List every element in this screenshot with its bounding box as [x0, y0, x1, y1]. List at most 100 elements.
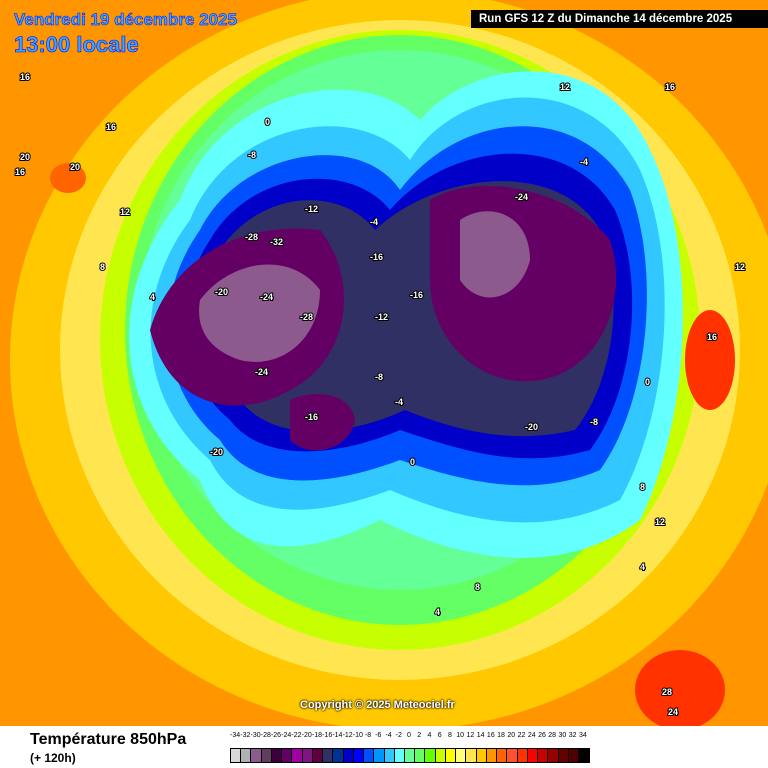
legend-swatch [231, 749, 242, 762]
legend-tick: -24 [281, 732, 292, 739]
legend-tick: 28 [548, 732, 557, 739]
legend-tick: 6 [437, 732, 442, 739]
legend-swatch [343, 749, 354, 762]
legend-swatch [374, 749, 385, 762]
legend-tick: 24 [527, 732, 536, 739]
contour-label: 16 [707, 332, 717, 342]
legend-swatch [404, 749, 416, 762]
contour-label: -24 [255, 367, 268, 377]
map-title: Température 850hPa [30, 731, 187, 748]
legend-swatch [364, 749, 375, 762]
legend-swatch [517, 749, 528, 762]
legend-swatch [241, 749, 252, 762]
legend-swatch [445, 749, 457, 762]
legend-tick: 22 [517, 732, 526, 739]
legend-swatch [271, 749, 283, 762]
legend-swatch [476, 749, 487, 762]
legend-tick: -28 [260, 732, 271, 739]
legend-bar [230, 748, 590, 763]
legend-swatch [527, 749, 539, 762]
legend-tick: 10 [456, 732, 465, 739]
contour-label: -20 [215, 287, 228, 297]
legend-swatch [384, 749, 395, 762]
contour-label: -8 [375, 372, 383, 382]
contour-label: -16 [370, 252, 383, 262]
contour-label: 4 [640, 562, 645, 572]
contour-label: -4 [395, 397, 403, 407]
contour-label: -24 [515, 192, 528, 202]
contour-label: 0 [410, 457, 415, 467]
legend-tick: 12 [466, 732, 475, 739]
legend-swatch [302, 749, 313, 762]
contour-label: 4 [435, 607, 440, 617]
legend-swatch [333, 749, 344, 762]
legend-tick: -34 [230, 732, 241, 739]
contour-label: 20 [20, 152, 30, 162]
legend-swatch [578, 749, 590, 762]
contour-label: 12 [655, 517, 665, 527]
contour-labels: 16 16 16 20 12 8 4 0 -4 -8 -12 -16 -20 -24 -28 -32 -28 -2… [14, 71, 746, 718]
legend-tick: -16 [322, 732, 333, 739]
legend-swatch [415, 749, 426, 762]
legend-swatch [435, 749, 446, 762]
legend-tick: -32 [240, 732, 251, 739]
contour-label: 12 [120, 207, 130, 217]
forecast-step: (+ 120h) [30, 751, 76, 765]
legend-swatch [394, 749, 405, 762]
legend-swatch [282, 749, 293, 762]
legend-tick: -4 [385, 732, 392, 739]
legend-swatch [456, 749, 467, 762]
contour-label: 16 [665, 82, 675, 92]
legend-tick: 30 [558, 732, 567, 739]
contour-label: 12 [735, 262, 745, 272]
legend-tick: 2 [417, 732, 422, 739]
contour-label: 8 [475, 582, 480, 592]
valid-date: Vendredi 19 décembre 2025 [14, 10, 238, 30]
legend-swatch [466, 749, 477, 762]
valid-time: 13:00 locale [14, 32, 139, 58]
color-legend: -34 -32 -30 -28 -26 -24 -22 -20 -18 -16 -14 -12 -10-… [224, 732, 768, 763]
legend-swatch [353, 749, 365, 762]
contour-label: -16 [410, 290, 423, 300]
legend-tick: 0 [407, 732, 411, 739]
legend-swatch [323, 749, 334, 762]
legend-tick: -12 [342, 732, 353, 739]
legend-swatch [425, 749, 436, 762]
legend-swatch [548, 749, 559, 762]
legend-swatch [312, 749, 324, 762]
legend-tick: 18 [497, 732, 505, 739]
contour-label: 20 [70, 162, 80, 172]
contour-label: -32 [270, 237, 283, 247]
contour-label: -8 [590, 417, 598, 427]
contour-label: 0 [265, 117, 270, 127]
legend-tick: -6 [375, 732, 382, 739]
contour-label: 0 [645, 377, 650, 387]
contour-label: 16 [106, 122, 116, 132]
contour-label: -20 [210, 447, 223, 457]
legend-ticks: -34 -32 -30 -28 -26 -24 -22 -20 -18 -16 -14 -12 -10-… [224, 732, 768, 742]
legend-swatch [558, 749, 569, 762]
legend-tick: -20 [301, 732, 312, 739]
legend-swatch [261, 749, 272, 762]
legend-tick: 20 [507, 732, 516, 739]
legend-tick: -8 [364, 732, 372, 739]
legend-swatch [568, 749, 579, 762]
legend-tick: -22 [291, 732, 302, 739]
legend-swatch [292, 749, 303, 762]
contour-label: -8 [248, 150, 256, 160]
temperature-field [10, 0, 768, 726]
legend-tick: 4 [427, 732, 432, 739]
legend-tick: 32 [568, 732, 577, 739]
legend-tick: 34 [578, 732, 587, 739]
contour-label: 24 [668, 707, 678, 717]
contour-label: 16 [20, 72, 30, 82]
legend-swatch [538, 749, 549, 762]
legend-tick: -14 [332, 732, 343, 739]
legend-swatch [507, 749, 518, 762]
contour-label: 28 [662, 687, 672, 697]
legend-tick: -18 [311, 732, 322, 739]
legend-tick: 26 [538, 732, 546, 739]
contour-label: 8 [100, 262, 105, 272]
legend-tick: -10 [352, 732, 363, 739]
contour-label: -4 [370, 217, 378, 227]
